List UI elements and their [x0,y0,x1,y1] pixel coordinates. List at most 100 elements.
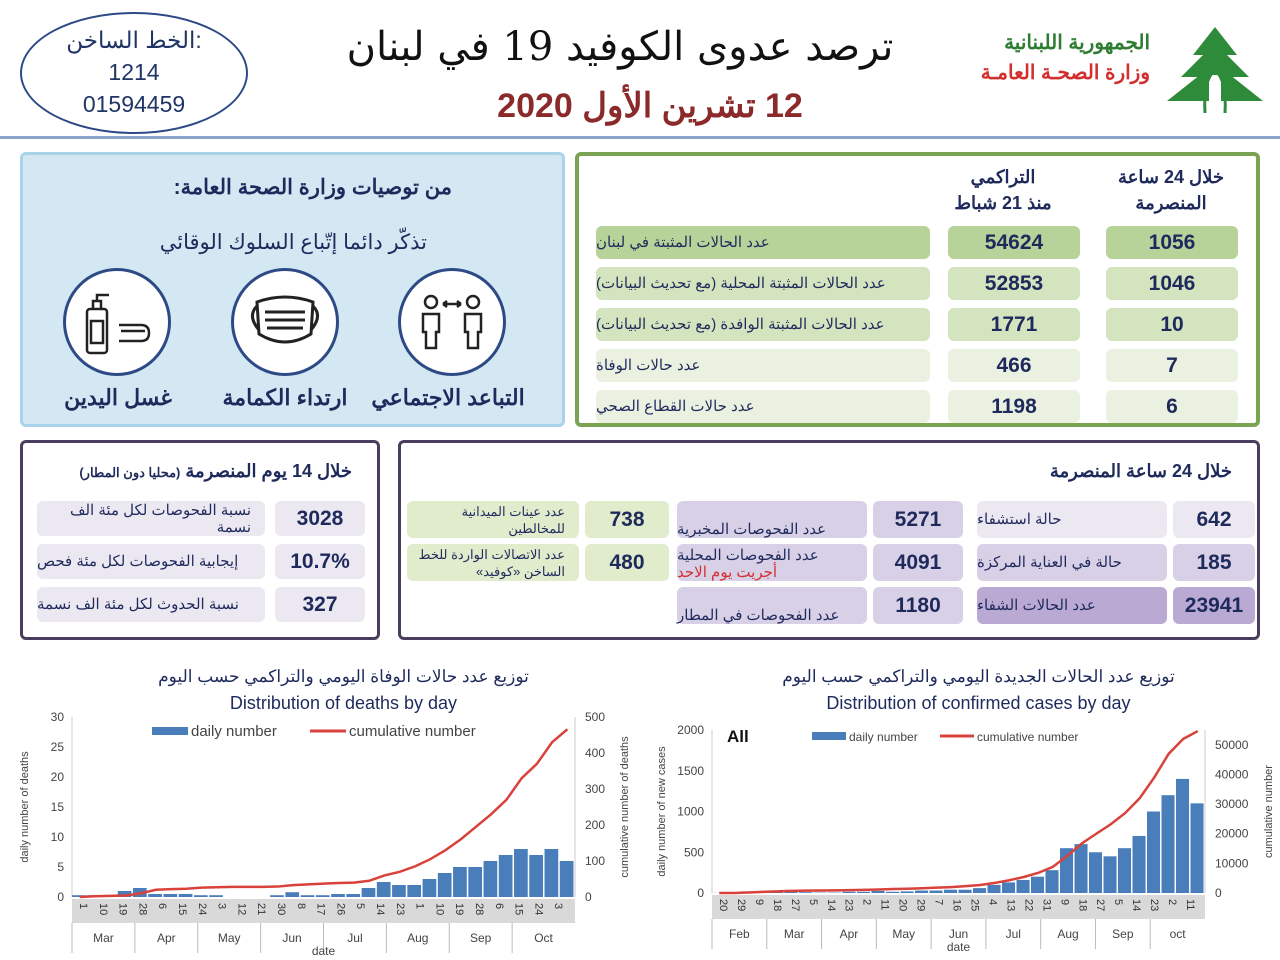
y2-axis-label: cumulative number of deaths [619,736,631,878]
last-14-days-title-text: خلال 14 يوم المنصرمة [185,461,352,481]
deaths-chart: توزيع عدد حالات الوفاة اليومي والتراكمي … [19,667,631,958]
tests-label: عدد الفحوصات المخبرية [677,501,867,538]
day-tick-label: 27 [1094,899,1106,911]
hotline-number-alt: 01594459 [82,91,186,117]
social-distance-label: التباعد الاجتماعي [371,385,525,410]
daily-bar [193,895,208,897]
other-value: 738 [585,501,669,538]
hospital-label: حالة في العناية المركزة [977,544,1167,581]
chart-title: Distribution of confirmed cases by day [826,693,1130,713]
other-value: 480 [585,544,669,581]
cases-chart: توزيع عدد الحالات الجديدة اليومي والتراك… [656,667,1275,954]
header-divider [0,136,1280,139]
legend-cumulative-label: cumulative number [349,723,476,740]
daily-bar [148,894,162,897]
cedar-logo-icon [1167,27,1263,115]
daily-bar [559,861,574,897]
y2-tick-label: 200 [585,818,605,832]
day-tick-label: 19 [453,903,465,915]
daily-bar [117,891,132,897]
metric-value: 3028 [275,501,365,536]
day-tick-label: 13 [1004,899,1016,911]
daily-bar [1132,835,1146,893]
month-label: Aug [1057,927,1078,941]
day-tick-label: 19 [117,903,129,915]
day-tick-label: 12 [235,903,247,915]
daily-bar [1118,848,1132,893]
daily-bar [178,894,193,897]
day-tick-label: 29 [735,899,747,911]
other-label: عدد عينات الميدانية للمخالطين [407,501,579,538]
daily-bar [857,891,871,893]
daily-bar [514,849,528,897]
day-tick-label: 6 [156,903,168,909]
daily-bar [1045,870,1059,893]
tests-label: عدد الفحوصات في المطار [677,587,867,624]
recommendations-panel: من توصيات وزارة الصحة العامة: تذكّر دائم… [20,152,565,427]
y-tick-label: 15 [51,800,65,814]
tests-label-text: عدد الفحوصات المخبرية [677,521,827,538]
stat-label: عدد حالات القطاع الصحي [596,390,930,423]
ministry-name: وزارة الصحـة العامـة [980,62,1150,84]
metric-value: 10.7% [275,544,365,579]
day-tick-label: 23 [843,899,855,911]
daily-bar [437,873,452,897]
month-label: Apr [157,931,176,945]
daily-bar [915,890,929,893]
y-tick-label: 1000 [677,805,704,819]
daily-bar [1074,844,1088,893]
day-tick-label: 15 [513,903,525,915]
daily-bar [871,890,885,893]
stat-cumulative-value: 1198 [948,390,1080,423]
metric-value: 327 [275,587,365,622]
daily-bar [886,891,900,893]
stat-24h-value: 10 [1106,308,1238,341]
daily-bar [361,888,376,897]
stat-label: عدد الحالات المثبتة في لبنان [596,226,930,259]
stat-cumulative-value: 1771 [948,308,1080,341]
day-tick-label: 5 [354,903,366,909]
daily-bar [346,894,361,897]
hotline-number: 1214 [108,59,160,85]
y-tick-label: 20 [51,770,65,784]
day-tick-label: 3 [216,903,228,909]
hospital-label: عدد الحالات الشفاء [977,587,1167,624]
y-tick-label: 2000 [677,723,704,737]
day-tick-label: 5 [807,899,819,905]
y2-tick-label: 500 [585,710,605,724]
hotline-badge: الخط الساخن: 1214 01594459 [20,12,248,134]
day-tick-label: 4 [986,899,998,905]
day-tick-label: 28 [473,903,485,915]
tests-value: 4091 [873,544,963,581]
y2-tick-label: 20000 [1215,827,1249,841]
day-tick-label: 10 [97,903,109,915]
stat-label: عدد حالات الوفاة [596,349,930,382]
day-tick-label: 20 [717,899,729,911]
social-distance-icon [398,268,506,376]
month-label: Jun [949,927,968,941]
stat-24h-value: 7 [1106,349,1238,382]
day-tick-label: 22 [1022,899,1034,911]
daily-bar [1002,882,1016,893]
day-tick-label: 9 [753,899,765,905]
day-tick-label: 27 [789,899,801,911]
day-tick-label: 1 [77,903,89,909]
col-header-cumulative-line2: منذ 21 شباط [954,193,1052,213]
recommendations-title: من توصيات وزارة الصحة العامة: [173,176,452,199]
y-tick-label: 500 [684,845,704,859]
daily-bar [270,895,284,897]
daily-bar [407,885,422,897]
day-tick-label: 18 [1076,899,1088,911]
month-label: May [218,931,241,945]
daily-bar [987,884,1001,893]
daily-bar [958,889,972,893]
y2-tick-label: 50000 [1215,738,1249,752]
day-tick-label: 15 [176,903,188,915]
col-header-24h: خلال 24 ساعة المنصرمة [1118,167,1224,213]
y2-tick-label: 10000 [1215,856,1249,870]
y-axis-label: daily number of new cases [656,746,668,877]
y-tick-label: 0 [57,890,64,904]
hospital-value: 642 [1173,501,1255,538]
cases-summary-panel: خلال 24 ساعة المنصرمة التراكمي منذ 21 شبا… [575,152,1260,427]
metric-label: نسبة الحدوث لكل مئة الف نسمة [37,587,265,622]
